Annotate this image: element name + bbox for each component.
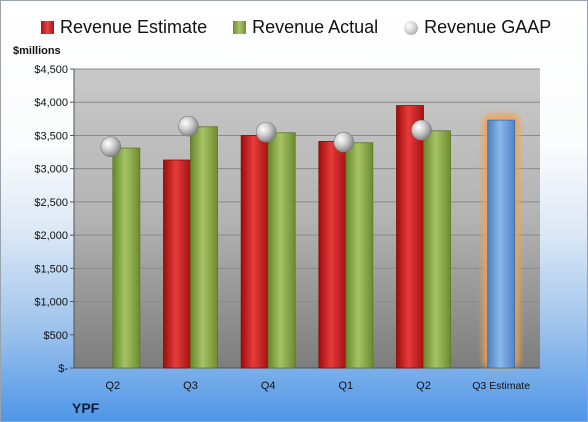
legend-item-estimate: Revenue Estimate bbox=[41, 17, 207, 38]
x-tick-label: Q3 Estimate bbox=[472, 380, 530, 392]
legend-swatch-actual bbox=[233, 21, 247, 34]
legend: Revenue Estimate Revenue Actual Revenue … bbox=[41, 17, 551, 38]
bar-actual bbox=[112, 147, 141, 369]
legend-swatch-gaap bbox=[404, 20, 419, 35]
x-tick-label: Q3 bbox=[183, 380, 198, 392]
legend-item-actual: Revenue Actual bbox=[233, 17, 378, 38]
y-tick-label: $4,500 bbox=[34, 64, 68, 76]
bar-estimate bbox=[396, 105, 424, 369]
legend-label-actual: Revenue Actual bbox=[252, 17, 379, 37]
x-tick-label: Q4 bbox=[261, 380, 276, 392]
gaap-marker bbox=[411, 119, 432, 141]
x-tick-label: Q1 bbox=[338, 380, 353, 392]
grid-lines bbox=[74, 68, 540, 369]
y-axis-unit-label: $millions bbox=[13, 45, 61, 57]
y-tick-label: $2,500 bbox=[34, 197, 68, 209]
x-axis-ticks: Q2 Q3 Q4 Q1 Q2 Q3 Estimate bbox=[105, 380, 530, 392]
y-tick-label: $2,000 bbox=[34, 230, 68, 242]
legend-label-gaap: Revenue GAAP bbox=[424, 17, 552, 37]
y-tick-label: $500 bbox=[44, 330, 68, 342]
bar-actual bbox=[345, 142, 374, 369]
legend-swatch-estimate bbox=[41, 21, 54, 34]
bar-estimate bbox=[318, 141, 347, 369]
legend-label-estimate: Revenue Estimate bbox=[60, 17, 208, 37]
bar-estimate bbox=[240, 135, 269, 369]
bars bbox=[112, 105, 520, 369]
y-tick-label: $1,000 bbox=[34, 297, 68, 309]
y-tick-label: $- bbox=[58, 363, 68, 375]
gaap-marker bbox=[255, 121, 277, 143]
y-axis-ticks: $- $500 $1,000 $1,500 $2,000 $2,500 $3,000 $3,5… bbox=[34, 64, 75, 375]
legend-item-gaap: Revenue GAAP bbox=[404, 17, 551, 38]
gaap-markers bbox=[100, 115, 432, 158]
gaap-marker bbox=[100, 136, 122, 158]
bar-q3-estimate bbox=[487, 119, 516, 369]
gaap-marker bbox=[178, 115, 199, 137]
y-tick-label: $3,500 bbox=[34, 130, 68, 142]
y-tick-label: $3,000 bbox=[34, 164, 68, 176]
bar-actual bbox=[423, 130, 451, 369]
plot-area bbox=[74, 69, 540, 368]
company-label: YPF bbox=[72, 400, 100, 416]
gaap-marker bbox=[333, 131, 355, 153]
bar-estimate bbox=[163, 159, 191, 369]
y-tick-label: $1,500 bbox=[34, 263, 68, 275]
x-tick-label: Q2 bbox=[416, 380, 431, 392]
bar-actual bbox=[267, 132, 296, 369]
y-tick-label: $4,000 bbox=[34, 97, 68, 109]
x-tick-label: Q2 bbox=[105, 380, 120, 392]
bar-actual bbox=[190, 126, 218, 369]
